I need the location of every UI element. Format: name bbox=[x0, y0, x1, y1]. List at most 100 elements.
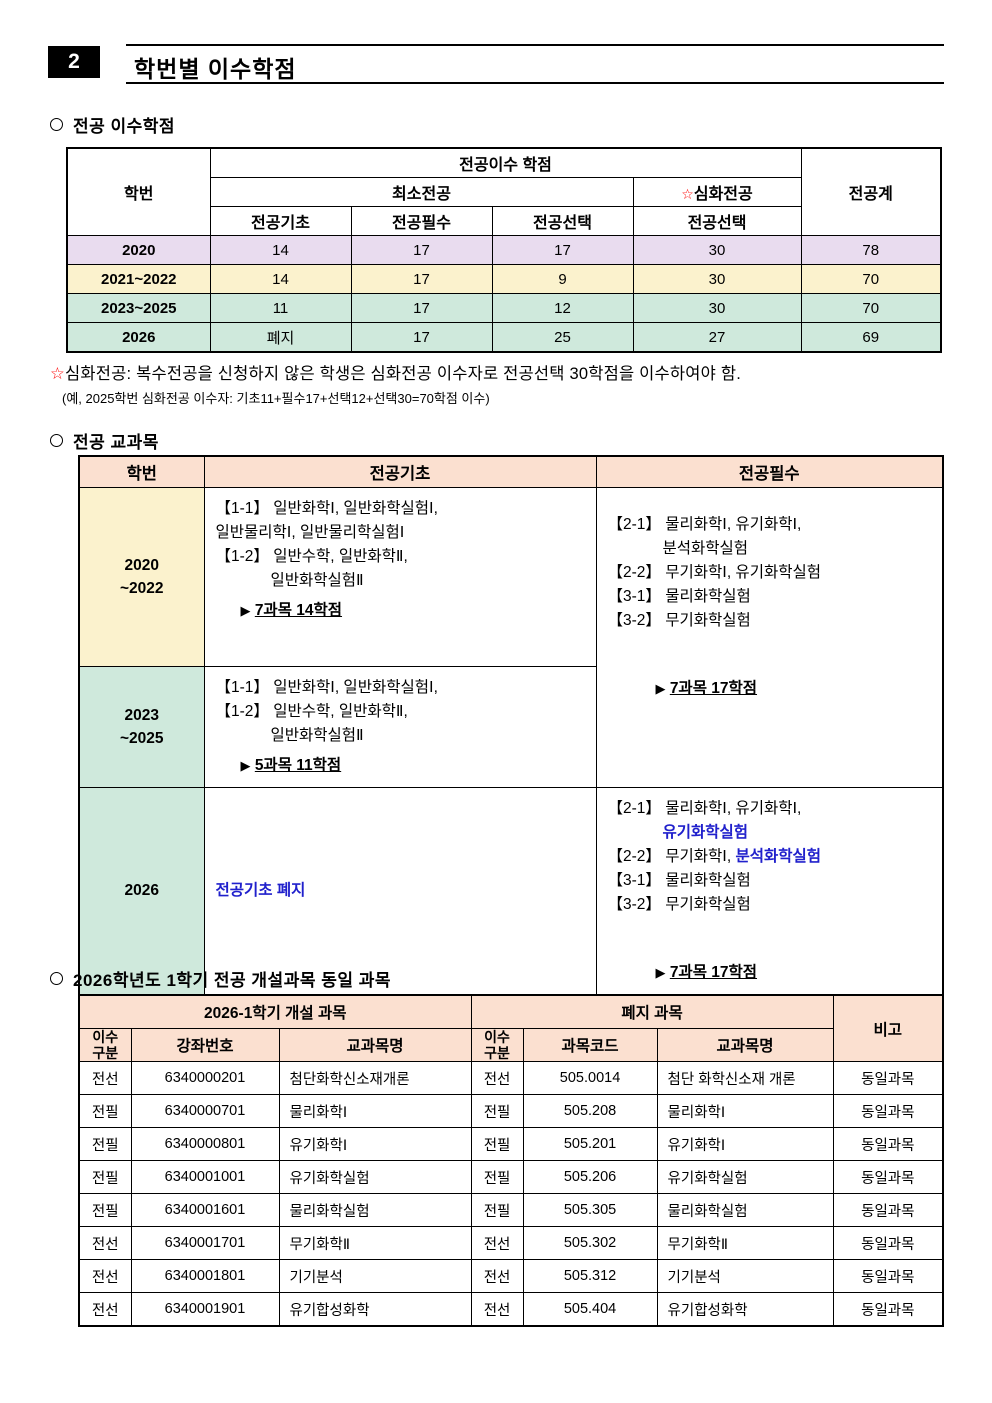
cell-course-code: 505.208 bbox=[522, 1094, 658, 1129]
star-icon: ☆ bbox=[50, 365, 65, 383]
cell-intensive: 30 bbox=[632, 293, 802, 323]
required-summary-text: 7과목 17학점 bbox=[669, 964, 758, 982]
cell-type-new: 전선 bbox=[78, 1259, 132, 1294]
required-summary-text: 7과목 17학점 bbox=[669, 680, 758, 698]
cell-course-name-old: 무기화학Ⅱ bbox=[656, 1226, 834, 1261]
cell-course-code: 505.0014 bbox=[522, 1061, 658, 1096]
cell-required: 17 bbox=[350, 264, 493, 294]
cell-course-name-old: 물리화학Ⅰ bbox=[656, 1094, 834, 1129]
heading-course-equivalence-label: 2026학년도 1학기 전공 개설과목 동일 과목 bbox=[73, 971, 391, 990]
th-major-credits-group: 전공이수 학점 bbox=[209, 147, 802, 178]
table-row: 전선 6340001701 무기화학Ⅱ 전선 505.302 무기화학Ⅱ 동일과… bbox=[78, 1226, 944, 1261]
intensive-major-example: (예, 2025학번 심화전공 이수자: 기초11+필수17+선택12+선택30… bbox=[62, 391, 490, 406]
cell-remark: 동일과목 bbox=[832, 1193, 944, 1228]
cell-type-new: 전선 bbox=[78, 1292, 132, 1327]
course-equivalence-table: 2026-1학기 개설 과목 폐지 과목 비고 이수 구분 강좌번호 교과목명 이… bbox=[78, 994, 945, 1328]
year-line-1: 2023 bbox=[124, 706, 159, 724]
cell-course-name-new: 무기화학Ⅱ bbox=[278, 1226, 472, 1261]
cell-course-name-new: 물리화학실험 bbox=[278, 1193, 472, 1228]
table-row: 2023~2025 11 17 12 30 70 bbox=[66, 293, 942, 323]
cell-course-name-new: 첨단화학신소재개론 bbox=[278, 1061, 472, 1096]
th-type-old-l2: 구분 bbox=[484, 1045, 510, 1062]
th-intensive-elective: 전공선택 bbox=[632, 206, 802, 236]
cell-total: 69 bbox=[800, 322, 942, 353]
table-row: 전필 6340001601 물리화학실험 전필 505.305 물리화학실험 동… bbox=[78, 1193, 944, 1228]
cell-elective: 9 bbox=[491, 264, 634, 294]
triangle-bullet-icon: ▶ bbox=[240, 603, 251, 619]
cell-remark: 동일과목 bbox=[832, 1292, 944, 1327]
th-course-name-new: 교과목명 bbox=[278, 1027, 472, 1063]
table-row: 2026 전공기초 폐지 【2-1】 물리화학Ⅰ, 유기화학Ⅰ, 유기화학실험 … bbox=[78, 787, 944, 996]
cell-required: 17 bbox=[350, 235, 493, 265]
cell-course-name-new: 유기합성화학 bbox=[278, 1292, 472, 1327]
table-row: 2020 14 17 17 30 78 bbox=[66, 235, 942, 265]
th-major-total: 전공계 bbox=[800, 147, 942, 236]
table-row: 2023 ~2025 【1-1】 일반화학Ⅰ, 일반화학실험Ⅰ, 【1-2】 일… bbox=[78, 665, 943, 789]
cell-total: 78 bbox=[800, 235, 942, 265]
cell-elective: 17 bbox=[491, 235, 634, 265]
cell-basic-courses-2026: 전공기초 폐지 bbox=[203, 787, 597, 996]
course-line: 【3-2】 무기화학실험 bbox=[607, 896, 751, 914]
cell-course-name-old: 물리화학실험 bbox=[656, 1193, 834, 1228]
cell-course-number: 6340000701 bbox=[130, 1094, 280, 1129]
cell-year: 2020 bbox=[66, 235, 211, 265]
th-required-courses: 전공필수 bbox=[595, 455, 944, 488]
cell-basic: 14 bbox=[209, 264, 352, 294]
course-line: 【1-1】 일반화학Ⅰ, 일반화학실험Ⅰ, bbox=[215, 500, 438, 517]
circle-bullet-icon bbox=[50, 434, 63, 447]
cell-remark: 동일과목 bbox=[832, 1061, 944, 1096]
th-type-old: 이수 구분 bbox=[470, 1027, 524, 1063]
table-row: 전선 6340001801 기기분석 전선 505.312 기기분석 동일과목 bbox=[78, 1259, 944, 1294]
cell-required: 17 bbox=[350, 322, 493, 353]
table-row: 2026 폐지 17 25 27 69 bbox=[66, 322, 942, 353]
th-elective: 전공선택 bbox=[491, 206, 634, 236]
th-remark: 비고 bbox=[832, 994, 944, 1063]
triangle-bullet-icon: ▶ bbox=[655, 681, 666, 697]
cell-year: 2023~2025 bbox=[66, 293, 211, 323]
cell-basic: 폐지 bbox=[209, 322, 352, 353]
course-line: 【2-1】 물리화학Ⅰ, 유기화학Ⅰ, bbox=[607, 516, 802, 533]
table-row: 전필 6340000801 유기화학Ⅰ 전필 505.201 유기화학Ⅰ 동일과… bbox=[78, 1127, 944, 1162]
cell-type-new: 전필 bbox=[78, 1160, 132, 1195]
cell-remark: 동일과목 bbox=[832, 1160, 944, 1195]
basic-summary-2023: ▶ 5과목 11학점 bbox=[216, 754, 588, 778]
cell-type-new: 전선 bbox=[78, 1226, 132, 1261]
cell-remark: 동일과목 bbox=[832, 1259, 944, 1294]
cell-course-name-old: 첨단 화학신소재 개론 bbox=[656, 1061, 834, 1096]
table-header-row: 학번 전공이수 학점 전공계 bbox=[66, 147, 942, 236]
heading-major-credits-label: 전공 이수학점 bbox=[73, 117, 176, 136]
cell-type-new: 전필 bbox=[78, 1127, 132, 1162]
cell-year-2020-2022: 2020 ~2022 bbox=[78, 487, 205, 667]
table-row: 2021~2022 14 17 9 30 70 bbox=[66, 264, 942, 294]
major-credits-table: 학번 전공이수 학점 전공계 최소전공 ☆심화전공 전공기초 전공필수 전공선택… bbox=[66, 147, 943, 353]
cell-course-code: 505.302 bbox=[522, 1226, 658, 1261]
basic-summary-text: 5과목 11학점 bbox=[254, 757, 342, 775]
cell-year-2026: 2026 bbox=[78, 787, 205, 996]
course-line-highlighted: 유기화학실험 bbox=[662, 824, 749, 842]
cell-type-old: 전필 bbox=[470, 1193, 524, 1228]
top-spacer bbox=[608, 497, 935, 513]
cell-course-number: 6340001001 bbox=[130, 1160, 280, 1195]
triangle-bullet-icon: ▶ bbox=[655, 965, 666, 981]
course-line: 일반화학실험Ⅱ bbox=[270, 727, 364, 745]
cell-course-number: 6340000201 bbox=[130, 1061, 280, 1096]
cell-elective: 25 bbox=[491, 322, 634, 353]
section-title: 학번별 이수학점 bbox=[134, 56, 297, 82]
required-summary-2026: ▶ 7과목 17학점 bbox=[608, 961, 935, 985]
course-line: 【3-1】 물리화학실험 bbox=[607, 588, 751, 606]
cell-course-number: 6340000801 bbox=[130, 1127, 280, 1162]
th-new-courses-group: 2026-1학기 개설 과목 bbox=[78, 994, 472, 1029]
cell-remark: 동일과목 bbox=[832, 1127, 944, 1162]
heading-major-courses: 전공 교과목 bbox=[50, 428, 159, 453]
heading-course-equivalence: 2026학년도 1학기 전공 개설과목 동일 과목 bbox=[50, 966, 391, 991]
course-line: 【2-2】 무기화학Ⅰ, 유기화학실험 bbox=[607, 564, 822, 582]
cell-required: 17 bbox=[350, 293, 493, 323]
cell-course-number: 6340001801 bbox=[130, 1259, 280, 1294]
table-row: 전필 6340000701 물리화학Ⅰ 전필 505.208 물리화학Ⅰ 동일과… bbox=[78, 1094, 944, 1129]
heading-major-courses-label: 전공 교과목 bbox=[73, 433, 159, 452]
table-row: 전필 6340001001 유기화학실험 전필 505.206 유기화학실험 동… bbox=[78, 1160, 944, 1195]
course-line: 분석화학실험 bbox=[662, 540, 749, 558]
triangle-bullet-icon: ▶ bbox=[240, 758, 251, 774]
cell-remark: 동일과목 bbox=[832, 1094, 944, 1129]
